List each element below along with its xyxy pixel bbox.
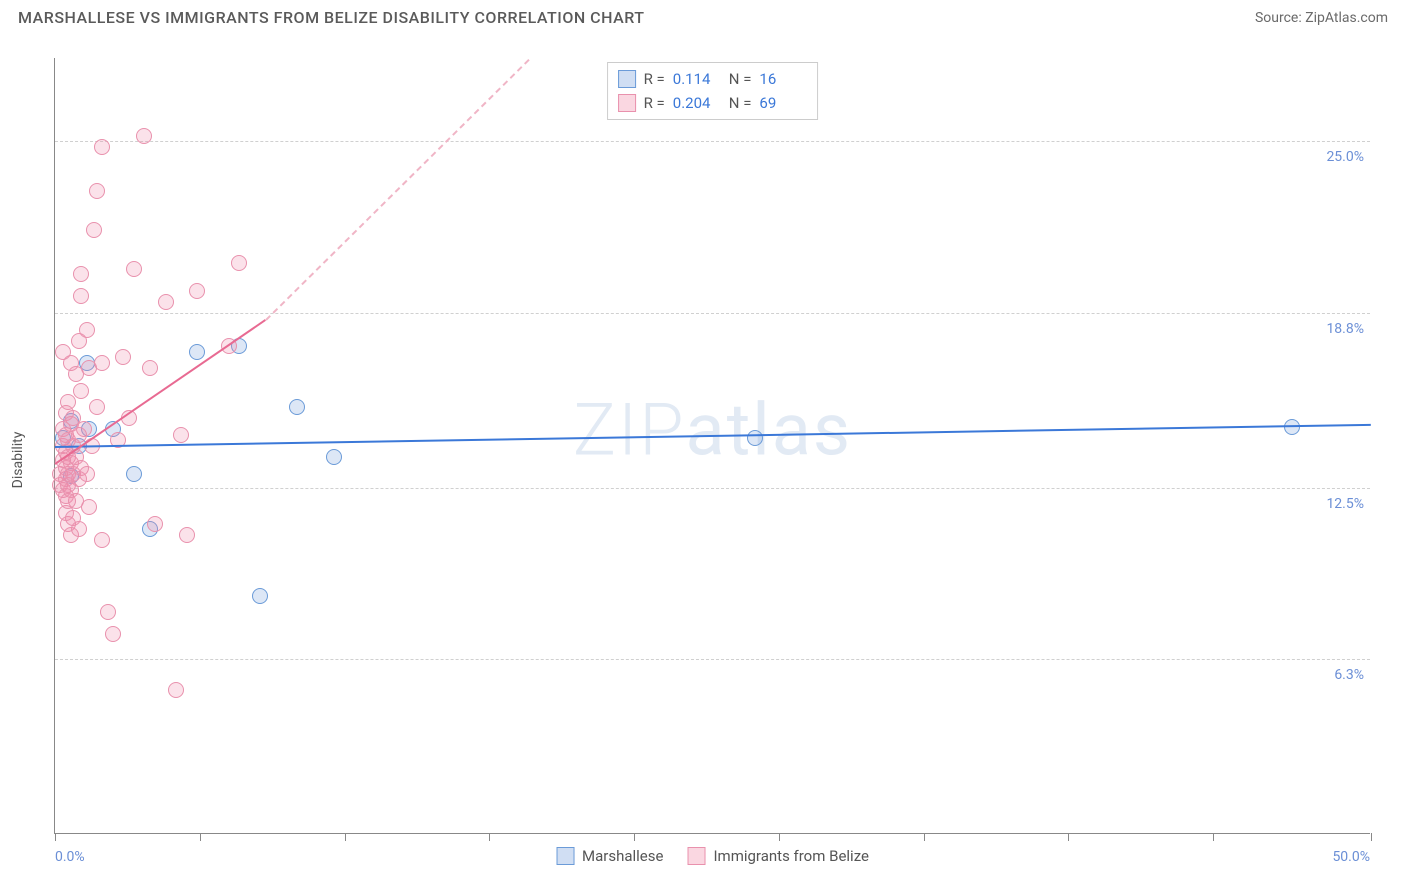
x-tick-label: 0.0%: [55, 849, 85, 865]
scatter-point: [86, 222, 102, 238]
scatter-point: [142, 360, 158, 376]
legend-n-value: 16: [759, 67, 807, 91]
scatter-point: [115, 349, 131, 365]
chart-header: MARSHALLESE VS IMMIGRANTS FROM BELIZE DI…: [0, 0, 1406, 31]
y-axis-title: Disability: [10, 432, 26, 489]
legend-swatch: [618, 70, 636, 88]
scatter-point: [94, 139, 110, 155]
scatter-point: [71, 521, 87, 537]
scatter-point: [158, 294, 174, 310]
trend-line: [55, 424, 1371, 448]
legend-swatch: [687, 847, 705, 865]
legend-r-value: 0.204: [673, 91, 721, 115]
trend-line: [265, 58, 530, 320]
x-tick: [489, 833, 490, 841]
x-tick-label: 50.0%: [1332, 849, 1370, 865]
scatter-point: [94, 532, 110, 548]
legend-swatch: [556, 847, 574, 865]
scatter-point: [76, 421, 92, 437]
scatter-point: [168, 682, 184, 698]
scatter-point: [89, 399, 105, 415]
scatter-point: [189, 344, 205, 360]
chart-title: MARSHALLESE VS IMMIGRANTS FROM BELIZE DI…: [18, 8, 645, 27]
gridline: [55, 313, 1370, 314]
legend-n-label: N =: [729, 67, 752, 91]
watermark: ZIPatlas: [573, 388, 852, 473]
scatter-point: [73, 288, 89, 304]
legend-label: Immigrants from Belize: [713, 847, 869, 865]
scatter-point: [81, 499, 97, 515]
scatter-point: [73, 383, 89, 399]
scatter-point: [747, 430, 763, 446]
scatter-point: [100, 604, 116, 620]
legend-n-value: 69: [759, 91, 807, 115]
legend-swatch: [618, 94, 636, 112]
gridline: [55, 488, 1370, 489]
legend-row: R = 0.114 N = 16: [618, 67, 808, 91]
scatter-point: [289, 399, 305, 415]
chart-container: Disability ZIPatlas R =0.114N =16R =0.20…: [18, 40, 1388, 880]
scatter-point: [79, 322, 95, 338]
y-tick-label: 25.0%: [1326, 149, 1364, 165]
scatter-point: [105, 626, 121, 642]
legend-label: Marshallese: [582, 847, 663, 865]
scatter-point: [126, 261, 142, 277]
legend-r-label: R =: [644, 91, 665, 115]
scatter-point: [89, 183, 105, 199]
legend-r-value: 0.114: [673, 67, 721, 91]
legend-row: R = 0.204 N = 69: [618, 91, 808, 115]
x-tick: [1213, 833, 1214, 841]
gridline: [55, 141, 1370, 142]
scatter-point: [55, 344, 71, 360]
legend-item: Marshallese: [556, 847, 663, 865]
legend-series: Marshallese Immigrants from Belize: [556, 847, 869, 865]
legend-item: Immigrants from Belize: [687, 847, 869, 865]
scatter-point: [94, 355, 110, 371]
x-tick: [634, 833, 635, 841]
plot-area: ZIPatlas R =0.114N =16R =0.204N =69 Mars…: [54, 58, 1370, 834]
scatter-point: [173, 427, 189, 443]
scatter-point: [179, 527, 195, 543]
legend-correlation: R = 0.114 N = 16 R = 0.204 N = 69: [607, 62, 819, 120]
gridline: [55, 659, 1370, 660]
scatter-point: [79, 466, 95, 482]
legend-n-label: N =: [729, 91, 752, 115]
scatter-point: [136, 128, 152, 144]
y-tick-label: 18.8%: [1326, 321, 1364, 337]
y-tick-label: 12.5%: [1326, 496, 1364, 512]
x-tick: [55, 833, 56, 841]
legend-r-label: R =: [644, 67, 665, 91]
scatter-point: [60, 394, 76, 410]
scatter-point: [126, 466, 142, 482]
scatter-point: [326, 449, 342, 465]
x-tick: [924, 833, 925, 841]
scatter-point: [252, 588, 268, 604]
scatter-point: [231, 255, 247, 271]
x-tick: [345, 833, 346, 841]
y-tick-label: 6.3%: [1334, 667, 1364, 683]
x-tick: [1068, 833, 1069, 841]
scatter-point: [73, 266, 89, 282]
scatter-point: [147, 516, 163, 532]
x-tick: [200, 833, 201, 841]
chart-source: Source: ZipAtlas.com: [1255, 10, 1388, 26]
x-tick: [779, 833, 780, 841]
x-tick: [1371, 833, 1372, 841]
scatter-point: [189, 283, 205, 299]
